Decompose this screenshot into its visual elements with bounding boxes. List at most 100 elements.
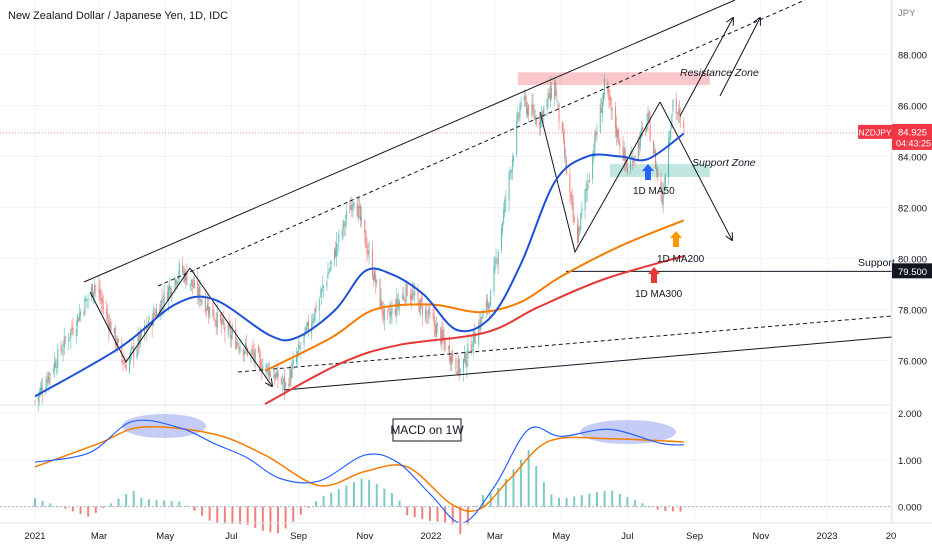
candle-body <box>421 304 423 316</box>
time-tick-label: Sep <box>290 531 307 542</box>
candle-body <box>474 342 476 344</box>
candle-body <box>277 372 279 381</box>
candle-body <box>563 139 565 157</box>
candle-body <box>646 123 648 130</box>
macd-histogram-bar <box>664 506 667 512</box>
candle-body <box>49 373 51 375</box>
candle-body <box>178 263 180 275</box>
candle-body <box>341 231 343 236</box>
candle-body <box>603 92 605 102</box>
candle-body <box>387 309 389 311</box>
candle-body <box>580 213 582 230</box>
macd-histogram-bar <box>436 506 439 522</box>
candle-body <box>106 309 108 314</box>
candle-body <box>322 286 324 288</box>
candle-body <box>160 300 162 317</box>
zigzag-2022-b <box>651 101 661 117</box>
candle-body <box>46 379 48 387</box>
candle-body <box>242 349 244 355</box>
candle-body <box>57 348 59 368</box>
candle-body <box>98 286 100 293</box>
candle-body <box>394 309 396 314</box>
macd-histogram-bar <box>330 492 333 507</box>
candle-body <box>71 327 73 330</box>
candle-body <box>262 365 264 371</box>
candle-body <box>140 330 142 337</box>
candle-body <box>42 388 44 393</box>
candle-body <box>76 315 78 327</box>
candle-body <box>175 280 177 284</box>
candle-body <box>289 368 291 386</box>
candle-body <box>359 206 361 221</box>
candle-body <box>414 290 416 296</box>
candle-body <box>645 128 647 132</box>
candle-body <box>524 96 526 101</box>
candle-body <box>60 346 62 352</box>
grid <box>0 0 892 523</box>
candle-body <box>448 345 450 360</box>
moving-averages <box>34 132 685 405</box>
candle-body <box>338 233 340 244</box>
candle-body <box>427 315 429 317</box>
macd-histogram-bar <box>618 493 621 507</box>
candle-body <box>653 151 655 154</box>
candle-body <box>204 297 206 312</box>
candle-body <box>546 99 548 110</box>
zigzag-2022-a <box>539 111 653 254</box>
candle-body <box>508 172 510 201</box>
candle-body <box>295 356 297 363</box>
macd-histogram-bar <box>49 503 52 507</box>
macd-histogram-bar <box>656 506 659 510</box>
candle-body <box>594 134 596 156</box>
candle-body <box>253 352 255 359</box>
ma200-line <box>264 219 685 372</box>
candle-body <box>284 376 286 390</box>
candle-body <box>467 343 469 359</box>
macd-histogram-bar <box>140 497 143 507</box>
candle-body <box>238 346 240 350</box>
time-tick-label: Jul <box>225 531 237 542</box>
candle-body <box>668 141 670 177</box>
candle-body <box>107 313 109 320</box>
candle-body <box>273 376 275 378</box>
candle-body <box>410 296 412 301</box>
candle-body <box>596 132 598 135</box>
candle-body <box>95 285 97 287</box>
macd-histogram-bar <box>390 493 393 507</box>
candle-body <box>63 336 65 348</box>
candle-body <box>54 361 56 371</box>
last-price-text: 84.925 <box>898 127 927 138</box>
price-tick-label: 84.000 <box>898 153 927 164</box>
candle-body <box>257 346 259 353</box>
candle-body <box>205 309 207 310</box>
candle-body <box>656 168 658 172</box>
candle-body <box>429 311 431 314</box>
candle-body <box>170 287 172 295</box>
candle-body <box>93 291 95 298</box>
candle-body <box>41 385 43 391</box>
candle-body <box>419 299 421 315</box>
macd-histogram-bar <box>254 506 257 528</box>
macd-histogram-bar <box>71 506 74 512</box>
candle-body <box>229 326 231 338</box>
candle-body <box>191 279 193 287</box>
candle-body <box>489 306 491 309</box>
candle-body <box>649 120 651 142</box>
candle-body <box>663 187 665 190</box>
candle-body <box>300 347 302 349</box>
macd-histogram-bar <box>406 506 409 516</box>
candle-body <box>199 285 201 302</box>
candle-body <box>335 249 337 257</box>
candle-body <box>437 323 439 326</box>
candle-body <box>633 158 635 163</box>
candle-body <box>616 126 618 137</box>
candle-body <box>435 324 437 337</box>
candle-body <box>683 121 685 129</box>
candle-body <box>406 284 408 297</box>
candle-body <box>619 143 621 147</box>
candle-body <box>662 191 664 205</box>
candle-body <box>470 343 472 353</box>
candle-body <box>227 324 229 336</box>
candle-body <box>655 150 657 169</box>
candle-body <box>433 317 435 327</box>
